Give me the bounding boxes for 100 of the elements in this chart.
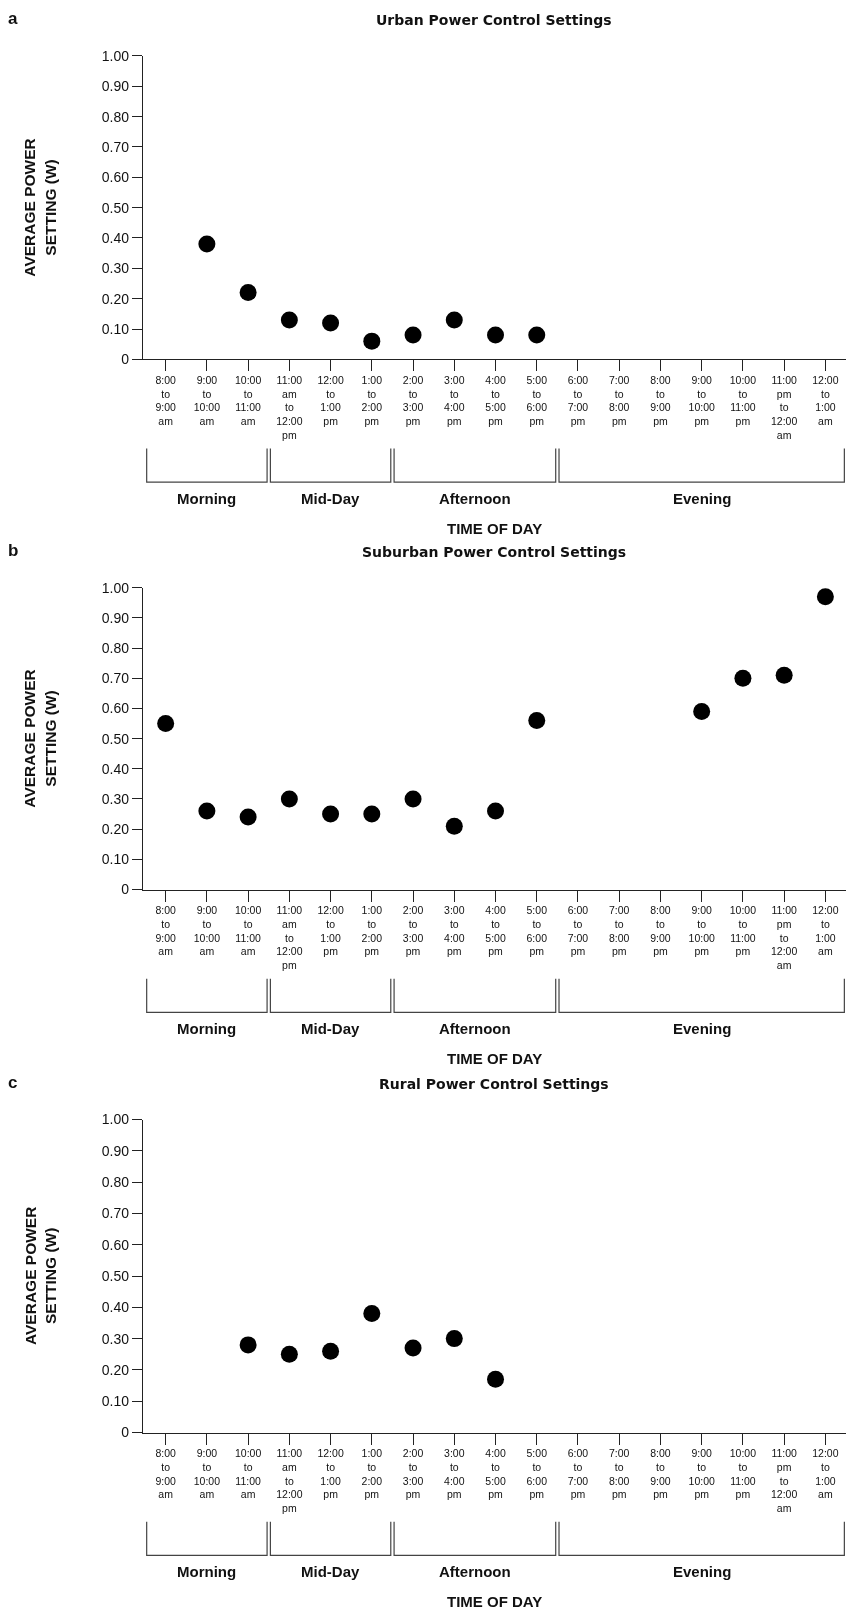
x-tick-label: 3:00 to 4:00 pm <box>444 904 465 958</box>
text: Mid-Day <box>301 1020 360 1037</box>
x-tick-label: 12:00 to 1:00 am <box>812 904 839 958</box>
x-tick-label: 2:00 to 3:00 pm <box>402 1447 424 1501</box>
y-tick-label: 0.10 <box>101 1393 130 1410</box>
x-axis-title: TIME OF DAY <box>447 520 543 537</box>
y-tick-label: 0.80 <box>101 639 130 656</box>
x-tick-label: 1:00 to 2:00 pm <box>361 374 383 427</box>
y-tick-label: 0.10 <box>101 320 130 337</box>
point <box>239 284 257 302</box>
text: c <box>8 1073 18 1092</box>
chart-title: Urban Power Control Settings <box>376 12 612 28</box>
x-tick-label: 11:00 pm to 12:00 am <box>771 904 798 971</box>
point <box>487 1370 505 1388</box>
text: Morning <box>177 490 237 507</box>
x-tick-label: 2:00 to 3:00 pm <box>402 374 424 427</box>
x-tick-label: 11:00 am to 12:00 pm <box>276 374 303 441</box>
x-tick-label: 8:00 to 9:00 pm <box>650 374 671 427</box>
x-tick-label: 10:00 to 11:00 pm <box>729 1447 757 1501</box>
x-tick-label: 9:00 to 10:00 pm <box>688 904 715 958</box>
y-tick-label: 0.90 <box>101 1142 130 1159</box>
point <box>363 332 381 350</box>
y-tick-label: 0.90 <box>101 78 130 95</box>
point <box>445 311 463 329</box>
y-tick-label: 0.30 <box>101 260 130 277</box>
y-tick-label: 0.60 <box>101 169 130 186</box>
point <box>445 1330 463 1348</box>
x-tick-label: 1:00 to 2:00 pm <box>361 904 383 958</box>
y-axis-title: AVERAGE POWER SETTING (W) <box>21 138 59 277</box>
point <box>322 805 340 823</box>
text: Afternoon <box>439 490 511 507</box>
text: a <box>8 9 18 28</box>
y-tick-label: 0 <box>121 351 130 368</box>
y-tick-label: 0.70 <box>101 138 130 155</box>
y-tick-label: 0.20 <box>101 1361 130 1378</box>
point <box>816 588 834 606</box>
point <box>487 326 505 344</box>
y-tick-label: 0.70 <box>101 1205 130 1222</box>
x-tick-label: 8:00 to 9:00 am <box>155 1447 177 1501</box>
point <box>775 666 793 684</box>
y-tick-label: 0.40 <box>101 1299 130 1316</box>
x-tick-label: 7:00 to 8:00 pm <box>609 374 630 427</box>
text: Evening <box>673 1563 732 1580</box>
point <box>322 1342 340 1360</box>
x-tick-label: 9:00 to 10:00 am <box>193 1447 221 1501</box>
point <box>198 802 216 820</box>
x-tick-label: 3:00 to 4:00 pm <box>444 1447 465 1501</box>
point <box>734 669 752 687</box>
x-tick-label: 12:00 to 1:00 am <box>812 374 839 427</box>
text: b <box>8 541 19 560</box>
x-tick-label: 10:00 to 11:00 am <box>234 1447 262 1501</box>
y-tick-label: 0.70 <box>101 670 130 687</box>
y-tick-label: 1.00 <box>101 1111 130 1128</box>
y-tick-label: 0.50 <box>101 730 130 747</box>
point <box>157 715 175 733</box>
point <box>363 805 381 823</box>
x-tick-label: 7:00 to 8:00 pm <box>609 1447 630 1501</box>
x-tick-label: 12:00 to 1:00 am <box>812 1447 839 1501</box>
x-tick-label: 10:00 to 11:00 am <box>234 904 262 958</box>
y-tick-label: 0.60 <box>101 1236 130 1253</box>
text: Evening <box>673 490 732 507</box>
text: Afternoon <box>439 1020 511 1037</box>
point <box>239 1336 257 1354</box>
x-tick-label: 11:00 pm to 12:00 am <box>771 1447 798 1514</box>
x-tick-label: 8:00 to 9:00 pm <box>650 1447 671 1501</box>
x-tick-label: 5:00 to 6:00 pm <box>526 904 548 958</box>
y-tick-label: 0.40 <box>101 760 130 777</box>
x-tick-label: 8:00 to 9:00 pm <box>650 904 671 958</box>
x-tick-label: 2:00 to 3:00 pm <box>402 904 424 958</box>
y-tick-label: 0.30 <box>101 790 130 807</box>
point <box>239 808 257 826</box>
point <box>404 1339 422 1357</box>
y-tick-label: 0 <box>121 881 130 898</box>
point <box>280 311 298 329</box>
y-tick-label: 0.50 <box>101 1267 130 1284</box>
y-tick-label: 0.30 <box>101 1330 130 1347</box>
point <box>198 235 216 253</box>
x-tick-label: 4:00 to 5:00 pm <box>485 374 506 427</box>
y-tick-label: 0.80 <box>101 1174 130 1191</box>
text: Afternoon <box>439 1563 511 1580</box>
x-tick-label: 9:00 to 10:00 pm <box>688 1447 715 1501</box>
y-axis-title: AVERAGE POWER SETTING (W) <box>21 669 59 808</box>
point <box>528 326 546 344</box>
x-tick-label: 11:00 am to 12:00 pm <box>276 904 303 971</box>
x-tick-label: 1:00 to 2:00 pm <box>361 1447 383 1501</box>
y-tick-label: 0.10 <box>101 851 130 868</box>
x-tick-label: 9:00 to 10:00 pm <box>688 374 715 427</box>
x-tick-label: 6:00 to 7:00 pm <box>567 374 589 427</box>
y-axis-title: AVERAGE POWER SETTING (W) <box>21 1206 60 1346</box>
y-tick-label: 0.60 <box>101 700 130 717</box>
chart-title: Suburban Power Control Settings <box>362 544 627 560</box>
y-tick-label: 1.00 <box>101 47 130 64</box>
x-tick-label: 12:00 to 1:00 pm <box>317 374 344 427</box>
y-tick-label: 1.00 <box>101 579 130 596</box>
x-tick-label: 6:00 to 7:00 pm <box>567 1447 589 1501</box>
point <box>404 326 422 344</box>
chart-title: Rural Power Control Settings <box>379 1076 609 1092</box>
x-tick-label: 8:00 to 9:00 am <box>155 904 177 958</box>
x-tick-label: 12:00 to 1:00 pm <box>317 1447 344 1501</box>
x-tick-label: 6:00 to 7:00 pm <box>567 904 589 958</box>
